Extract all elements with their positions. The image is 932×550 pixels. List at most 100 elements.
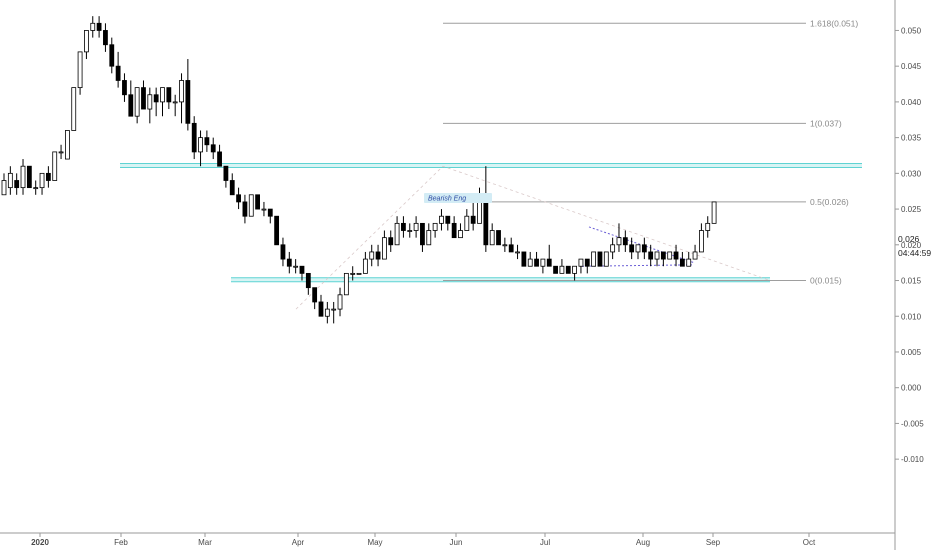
candle <box>185 59 191 131</box>
candle <box>103 23 108 52</box>
candle <box>331 301 337 324</box>
candle-body-down <box>274 215 280 246</box>
candle-body-down <box>312 287 318 303</box>
candle-body-up <box>331 308 337 311</box>
candle-body-up <box>337 294 343 310</box>
y-tick-label: 0.040 <box>901 98 922 107</box>
candle <box>286 251 292 274</box>
candle-body-down <box>622 237 628 246</box>
candle-body-down <box>508 244 514 253</box>
candle-body-down <box>553 265 558 274</box>
x-tick-label: 2020 <box>31 538 49 547</box>
candle-body-down <box>629 244 635 253</box>
candle <box>515 244 520 260</box>
time-axis[interactable]: 2020 Feb Mar Apr May Jun Jul Aug Sep Oct <box>31 533 816 547</box>
candle <box>660 251 666 267</box>
candle <box>128 80 134 117</box>
candle <box>242 194 248 224</box>
candle <box>14 173 20 195</box>
candle <box>166 87 172 110</box>
candle-body-up <box>84 30 89 53</box>
candle-body-up <box>699 230 704 253</box>
candle <box>496 230 501 246</box>
candle-body-down <box>223 165 229 181</box>
candle-body-up <box>356 272 362 275</box>
candle-body-up <box>147 94 153 110</box>
y-tick-label: 0.005 <box>901 348 922 357</box>
fibonacci-retracement[interactable]: 1.618(0.051) 1(0.037) 0.5(0.026) 0(0.015) <box>295 18 858 310</box>
candle <box>84 30 89 60</box>
candle-body-down <box>375 251 381 260</box>
price-axis[interactable]: 0.0550.0500.0450.0400.0350.0300.0250.020… <box>895 0 924 464</box>
candle <box>534 251 539 267</box>
candle <box>470 201 476 231</box>
candle-body-up <box>572 265 577 274</box>
candle <box>381 230 387 260</box>
y-tick-label: 0.050 <box>901 26 922 35</box>
y-tick-label: 0.000 <box>901 384 922 393</box>
y-tick-label: 0.010 <box>901 312 922 321</box>
candle <box>686 251 692 267</box>
candle <box>426 223 432 246</box>
candle <box>622 230 628 252</box>
candle-body-up <box>324 308 330 317</box>
candle-body-up <box>160 87 165 103</box>
candle-body-down <box>109 44 115 67</box>
candle <box>629 237 635 260</box>
annotation-bearish-engulfing[interactable]: Bearish Eng <box>428 196 466 203</box>
candle <box>420 222 425 252</box>
candle-body-up <box>39 172 45 189</box>
candle-body-down <box>483 201 489 246</box>
candle-body-up <box>578 258 584 267</box>
y-tick-label: -0.005 <box>901 419 924 428</box>
candle-body-up <box>248 194 254 217</box>
candle <box>39 172 45 195</box>
candle <box>546 244 552 267</box>
triangle-lower-line[interactable] <box>581 264 695 267</box>
candle-body-up <box>635 244 641 253</box>
candle-body-down <box>470 215 476 224</box>
candle <box>597 251 603 267</box>
candle <box>318 294 324 317</box>
candle <box>223 165 229 188</box>
candle-body-down <box>318 301 324 317</box>
candle-body-down <box>679 258 685 267</box>
candle <box>527 251 533 267</box>
candle-body-down <box>445 215 451 224</box>
candle <box>705 216 711 238</box>
candle-body-up <box>616 237 622 246</box>
candle <box>179 73 184 124</box>
candle <box>343 272 349 296</box>
candle <box>692 244 698 260</box>
candle <box>299 265 305 281</box>
candle <box>45 166 51 188</box>
candle-body-up <box>477 201 482 224</box>
candle <box>413 216 419 238</box>
candle <box>96 16 102 38</box>
candle-body-down <box>420 222 425 246</box>
fib-label-3: 0(0.015) <box>810 276 842 286</box>
candle-body-up <box>198 137 203 153</box>
candle-body-up <box>172 101 178 104</box>
candle-body-up <box>711 201 717 224</box>
candle-body-down <box>648 251 654 260</box>
fib-label-1: 1(0.037) <box>810 118 842 128</box>
candle-body-up <box>77 51 83 89</box>
candle <box>572 265 577 281</box>
candle <box>667 251 673 260</box>
candle <box>388 230 394 252</box>
annotations[interactable]: Bearish Eng <box>424 193 492 203</box>
candle <box>432 222 438 238</box>
candle <box>248 194 254 217</box>
x-tick-label: Mar <box>198 538 212 547</box>
candle <box>312 287 318 310</box>
candle-body-up <box>432 222 438 231</box>
candle-body-down <box>45 172 51 181</box>
candle <box>369 244 375 267</box>
y-tick-label: 0.045 <box>901 62 922 71</box>
candle-body-up <box>7 172 13 189</box>
candle <box>477 187 482 224</box>
candle-body-up <box>293 265 299 268</box>
x-tick-label: Jun <box>450 538 463 547</box>
